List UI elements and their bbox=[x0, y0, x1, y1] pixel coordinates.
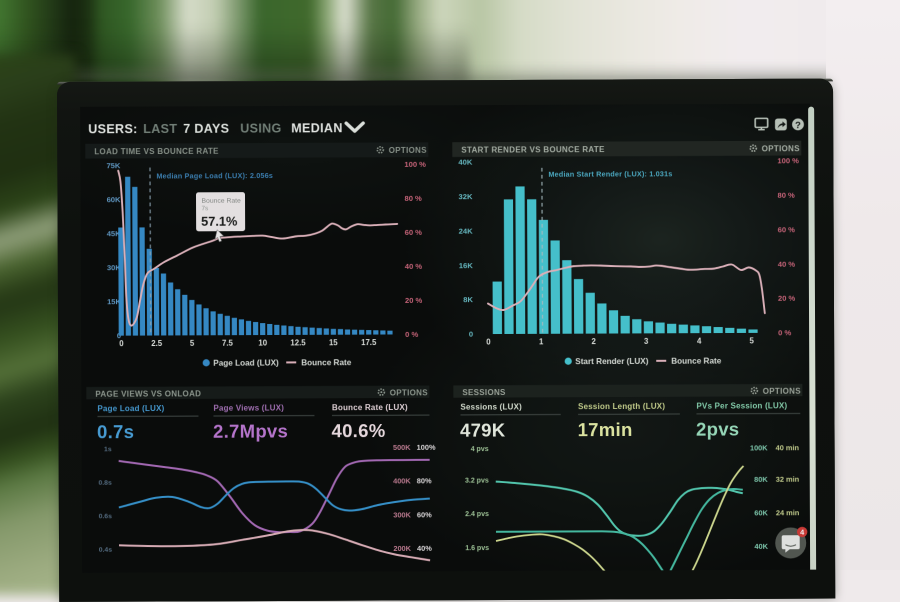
svg-text:2: 2 bbox=[592, 337, 597, 346]
svg-text:PAGE VIEWS VS ONLOAD: PAGE VIEWS VS ONLOAD bbox=[95, 389, 201, 398]
svg-text:40K: 40K bbox=[458, 158, 472, 167]
svg-text:32 min: 32 min bbox=[776, 475, 800, 484]
svg-text:0.7s: 0.7s bbox=[97, 421, 134, 442]
svg-text:20 %: 20 % bbox=[778, 294, 796, 303]
svg-text:40 %: 40 % bbox=[405, 262, 423, 271]
svg-text:1.6 pvs: 1.6 pvs bbox=[465, 545, 489, 552]
svg-text:MEDIAN: MEDIAN bbox=[291, 121, 343, 135]
svg-text:80 %: 80 % bbox=[404, 194, 422, 203]
svg-text:Sessions (LUX): Sessions (LUX) bbox=[460, 402, 522, 411]
svg-text:17min: 17min bbox=[578, 419, 633, 440]
svg-text:PVs Per Session (LUX): PVs Per Session (LUX) bbox=[696, 401, 787, 410]
svg-text:Bounce Rate: Bounce Rate bbox=[301, 358, 352, 367]
svg-text:START RENDER VS BOUNCE RATE: START RENDER VS BOUNCE RATE bbox=[461, 145, 605, 155]
svg-text:20 %: 20 % bbox=[405, 296, 423, 305]
svg-text:0 %: 0 % bbox=[778, 328, 791, 337]
svg-text:60 %: 60 % bbox=[778, 225, 796, 234]
svg-text:Bounce Rate: Bounce Rate bbox=[202, 198, 242, 205]
svg-text:40 %: 40 % bbox=[778, 260, 796, 269]
svg-text:40K: 40K bbox=[754, 542, 768, 551]
svg-text:60%: 60% bbox=[417, 510, 432, 519]
svg-text:Median Start Render (LUX): 1.0: Median Start Render (LUX): 1.031s bbox=[548, 169, 672, 179]
svg-text:OPTIONS: OPTIONS bbox=[763, 387, 802, 396]
svg-text:OPTIONS: OPTIONS bbox=[762, 144, 801, 153]
svg-text:2.7Mpvs: 2.7Mpvs bbox=[213, 420, 288, 441]
svg-text:Page Load (LUX): Page Load (LUX) bbox=[213, 358, 279, 367]
svg-text:0: 0 bbox=[119, 339, 124, 348]
svg-text:0: 0 bbox=[469, 330, 473, 339]
svg-text:4 pvs: 4 pvs bbox=[471, 446, 489, 453]
svg-text:24 min: 24 min bbox=[776, 508, 800, 517]
svg-text:Start Render (LUX): Start Render (LUX) bbox=[575, 357, 649, 366]
svg-text:40 min: 40 min bbox=[776, 443, 800, 452]
svg-text:60K: 60K bbox=[107, 195, 121, 204]
svg-text:10: 10 bbox=[258, 339, 267, 348]
svg-text:Session Length (LUX): Session Length (LUX) bbox=[578, 402, 665, 411]
svg-text:2.5: 2.5 bbox=[151, 339, 163, 348]
svg-text:40%: 40% bbox=[417, 544, 432, 553]
svg-text:15: 15 bbox=[329, 338, 338, 347]
svg-text:32K: 32K bbox=[459, 192, 473, 201]
svg-text:40.6%: 40.6% bbox=[331, 420, 385, 441]
svg-text:7 DAYS: 7 DAYS bbox=[183, 122, 229, 136]
svg-text:100%: 100% bbox=[417, 443, 436, 452]
svg-text:100 %: 100 % bbox=[777, 156, 799, 165]
svg-text:1s: 1s bbox=[104, 446, 112, 453]
svg-text:0.6s: 0.6s bbox=[99, 513, 112, 520]
svg-text:?: ? bbox=[795, 120, 801, 131]
svg-text:Median Page Load (LUX): 2.056s: Median Page Load (LUX): 2.056s bbox=[156, 171, 273, 181]
svg-text:0: 0 bbox=[486, 338, 491, 347]
svg-text:SESSIONS: SESSIONS bbox=[462, 388, 506, 397]
svg-text:0.4s: 0.4s bbox=[99, 547, 112, 554]
svg-text:5: 5 bbox=[750, 336, 755, 345]
svg-text:500K: 500K bbox=[393, 443, 411, 452]
svg-text:OPTIONS: OPTIONS bbox=[390, 388, 429, 397]
svg-text:0.8s: 0.8s bbox=[99, 480, 112, 487]
svg-text:7s: 7s bbox=[202, 205, 209, 212]
svg-text:USERS:: USERS: bbox=[88, 122, 137, 136]
svg-text:24K: 24K bbox=[459, 227, 473, 236]
svg-text:12.5: 12.5 bbox=[290, 338, 306, 347]
svg-text:LOAD TIME VS BOUNCE RATE: LOAD TIME VS BOUNCE RATE bbox=[94, 147, 219, 157]
svg-text:200K: 200K bbox=[393, 544, 411, 553]
svg-text:LAST: LAST bbox=[143, 122, 177, 136]
svg-text:3.2 pvs: 3.2 pvs bbox=[465, 478, 489, 485]
svg-text:80%: 80% bbox=[417, 476, 432, 485]
svg-text:57.1%: 57.1% bbox=[201, 214, 238, 229]
svg-text:75K: 75K bbox=[106, 161, 120, 170]
svg-text:Bounce Rate: Bounce Rate bbox=[671, 357, 722, 366]
svg-text:1: 1 bbox=[539, 337, 544, 346]
svg-text:USING: USING bbox=[240, 121, 281, 135]
svg-text:Page Load (LUX): Page Load (LUX) bbox=[97, 404, 164, 413]
svg-text:400K: 400K bbox=[393, 477, 411, 486]
svg-text:60K: 60K bbox=[754, 508, 768, 517]
svg-text:300K: 300K bbox=[393, 510, 411, 519]
svg-text:60 %: 60 % bbox=[405, 228, 423, 237]
svg-text:2pvs: 2pvs bbox=[696, 418, 739, 439]
svg-text:8K: 8K bbox=[463, 295, 473, 304]
svg-text:100K: 100K bbox=[750, 443, 768, 452]
svg-text:0 %: 0 % bbox=[405, 330, 418, 339]
svg-text:2.4 pvs: 2.4 pvs bbox=[465, 511, 489, 518]
svg-text:7.5: 7.5 bbox=[222, 339, 234, 348]
svg-text:17.5: 17.5 bbox=[361, 338, 377, 347]
svg-text:Bounce Rate (LUX): Bounce Rate (LUX) bbox=[332, 403, 408, 412]
svg-text:16K: 16K bbox=[459, 261, 473, 270]
svg-text:Page Views (LUX): Page Views (LUX) bbox=[213, 403, 284, 412]
svg-text:3: 3 bbox=[644, 337, 649, 346]
svg-text:80K: 80K bbox=[754, 475, 768, 484]
svg-text:100 %: 100 % bbox=[404, 160, 426, 169]
svg-text:5: 5 bbox=[190, 339, 195, 348]
svg-text:OPTIONS: OPTIONS bbox=[389, 146, 428, 155]
svg-text:4: 4 bbox=[697, 337, 702, 346]
svg-text:80 %: 80 % bbox=[777, 191, 795, 200]
svg-text:479K: 479K bbox=[460, 419, 506, 440]
